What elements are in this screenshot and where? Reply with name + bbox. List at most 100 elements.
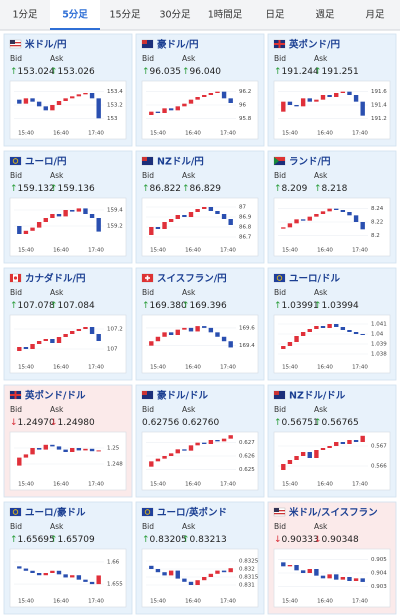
bid-label: Bid xyxy=(274,522,286,531)
ask-label: Ask xyxy=(50,405,64,414)
candle xyxy=(70,210,75,212)
tab[interactable]: 15分足 xyxy=(109,10,141,21)
candle xyxy=(43,218,48,222)
flag-part xyxy=(142,508,153,516)
ask-arrow: ↑ xyxy=(182,301,190,311)
ask-arrow: ↑ xyxy=(50,301,58,311)
ask-value: 153.026 xyxy=(58,67,95,77)
y-tick-label: 1.04 xyxy=(371,332,384,338)
candle xyxy=(23,98,29,104)
x-tick-label: 16:40 xyxy=(185,599,201,605)
flag-part xyxy=(274,274,285,282)
tab[interactable]: 1時間足 xyxy=(208,10,243,21)
candle xyxy=(36,448,42,450)
chart-box xyxy=(9,314,127,374)
x-tick-label: 17:40 xyxy=(352,482,368,488)
ask-arrow: ↑ xyxy=(182,535,190,545)
bid-label: Bid xyxy=(10,54,22,63)
candle xyxy=(175,106,180,111)
candle xyxy=(149,111,154,115)
tab[interactable]: 1分足 xyxy=(12,10,38,21)
tab[interactable]: 週足 xyxy=(315,9,335,21)
x-tick-label: 17:40 xyxy=(352,599,368,605)
flag-part xyxy=(144,509,151,515)
candle xyxy=(155,458,161,462)
x-tick-label: 16:40 xyxy=(185,248,201,254)
y-tick-label: 1.655 xyxy=(107,582,123,588)
candle xyxy=(149,565,154,569)
ask-value: 1.03994 xyxy=(322,301,359,311)
x-tick-label: 16:40 xyxy=(185,365,201,371)
flag-part xyxy=(274,513,285,515)
flag-part xyxy=(274,157,285,161)
bid-price: ↑86.822 xyxy=(142,184,181,194)
candle xyxy=(360,334,365,335)
ask-label: Ask xyxy=(50,522,64,531)
candle xyxy=(221,336,227,342)
candle xyxy=(89,327,95,334)
flag-part xyxy=(10,40,15,44)
ask-price: ↑1.65709 xyxy=(50,535,95,545)
candle xyxy=(96,218,101,232)
bid-label: Bid xyxy=(274,288,286,297)
ask-arrow: ↑ xyxy=(182,184,190,194)
x-tick-label: 15:40 xyxy=(150,131,166,137)
flag-part xyxy=(10,45,21,47)
x-tick-label: 16:40 xyxy=(185,131,201,137)
candle xyxy=(23,568,29,571)
y-tick-label: 86.7 xyxy=(239,235,252,241)
ask-label: Ask xyxy=(314,522,328,531)
bid-label: Bid xyxy=(10,522,22,531)
candle xyxy=(56,446,62,450)
y-tick-label: 1.248 xyxy=(107,462,123,468)
candle xyxy=(294,456,299,460)
bid-arrow: ↑ xyxy=(274,418,282,428)
candle xyxy=(30,448,35,455)
y-tick-label: 153 xyxy=(107,116,118,122)
candle xyxy=(314,99,319,102)
tab[interactable]: 日足 xyxy=(265,10,285,21)
candle xyxy=(208,93,214,95)
candle xyxy=(320,575,326,579)
pair-name: ランド/円 xyxy=(289,157,330,168)
candle xyxy=(334,324,339,327)
x-tick-label: 17:40 xyxy=(220,248,236,254)
tab[interactable]: 月足 xyxy=(365,10,385,21)
x-tick-label: 16:40 xyxy=(317,131,333,137)
candle xyxy=(353,215,359,222)
tab[interactable]: 5分足 xyxy=(62,9,88,21)
x-tick-label: 16:40 xyxy=(317,599,333,605)
candle xyxy=(340,577,346,580)
ask-price: 0.62760 xyxy=(182,418,219,428)
y-tick-label: 95.8 xyxy=(239,116,252,122)
bid-label: Bid xyxy=(274,405,286,414)
candle xyxy=(43,339,48,341)
candle xyxy=(175,570,180,579)
bid-label: Bid xyxy=(274,171,286,180)
candle xyxy=(228,219,233,225)
candle xyxy=(347,212,352,216)
candle xyxy=(70,331,75,334)
y-tick-label: 0.8325 xyxy=(239,559,259,565)
y-tick-label: 0.903 xyxy=(371,584,387,590)
bid-label: Bid xyxy=(142,522,154,531)
candle xyxy=(36,222,42,228)
ask-label: Ask xyxy=(182,288,196,297)
candle xyxy=(327,95,332,97)
tab[interactable]: 30分足 xyxy=(159,10,191,21)
candle xyxy=(327,446,332,448)
candle xyxy=(208,440,214,444)
ask-label: Ask xyxy=(314,288,328,297)
ask-arrow: ↑ xyxy=(314,301,322,311)
candle xyxy=(182,449,187,451)
ask-price: ↑0.83213 xyxy=(182,535,227,545)
candle xyxy=(208,327,214,333)
candle xyxy=(89,448,95,452)
flag-icon xyxy=(273,507,286,517)
y-tick-label: 1.039 xyxy=(371,342,387,348)
candle xyxy=(360,222,365,230)
candle xyxy=(89,581,95,585)
bid-label: Bid xyxy=(142,54,154,63)
flag-icon xyxy=(273,39,286,49)
